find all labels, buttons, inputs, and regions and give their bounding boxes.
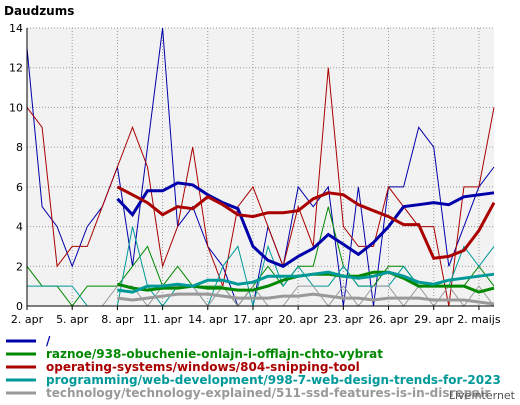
x-tick-label: 11. apr — [143, 313, 183, 326]
y-tick-label: 2 — [16, 260, 23, 273]
series-average-line-3 — [117, 270, 495, 294]
y-tick-label: 8 — [16, 141, 23, 154]
series-average-lines — [116, 181, 496, 306]
y-tick-label: 14 — [9, 22, 23, 35]
series-average-line-2 — [116, 185, 496, 260]
plot-background — [27, 28, 494, 306]
legend-label-2: operating-systems/windows/804-snipping-t… — [46, 360, 360, 374]
series-average-line-4 — [117, 292, 495, 306]
x-tick-label: 14. apr — [188, 313, 228, 326]
x-tick-label: 26. apr — [369, 313, 409, 326]
x-tick-label: 8. apr — [101, 313, 134, 326]
brand-label: LiveInternet — [449, 389, 516, 402]
legend-label-1: raznoe/938-obuchenie-onlajn-i-offlajn-ch… — [46, 347, 383, 361]
legend-label-3: programming/web-development/998-7-web-de… — [46, 373, 501, 387]
x-axis-ticks: 2. apr 5. apr 8. apr 11. apr 14. apr 17. apr 2… — [11, 306, 501, 326]
legend-label-4: technology/technology-explained/511-ssd-… — [46, 386, 490, 400]
series-line-4 — [27, 285, 495, 307]
y-tick-label: 6 — [16, 181, 23, 194]
x-tick-label: 29. apr — [414, 313, 454, 326]
x-tick-label: 5. apr — [56, 313, 89, 326]
x-tick-label: 20. apr — [279, 313, 319, 326]
legend-label-0: / — [46, 334, 51, 348]
y-tick-label: 12 — [9, 62, 23, 75]
legend: /raznoe/938-obuchenie-onlajn-i-offlajn-c… — [6, 334, 501, 400]
y-tick-label: 10 — [9, 101, 23, 114]
y-tick-label: 4 — [16, 221, 23, 234]
y-axis-ticks: 0 2 4 6 8 10 12 14 — [9, 22, 23, 313]
y-tick-label: 0 — [16, 300, 23, 313]
x-tick-label: 17. apr — [233, 313, 273, 326]
series-average-line-0 — [116, 181, 495, 268]
chart-title: Daudzums — [4, 4, 74, 18]
x-tick-label: 2. maijs — [457, 313, 501, 326]
x-tick-label: 2. apr — [11, 313, 44, 326]
x-tick-label: 23. apr — [324, 313, 364, 326]
